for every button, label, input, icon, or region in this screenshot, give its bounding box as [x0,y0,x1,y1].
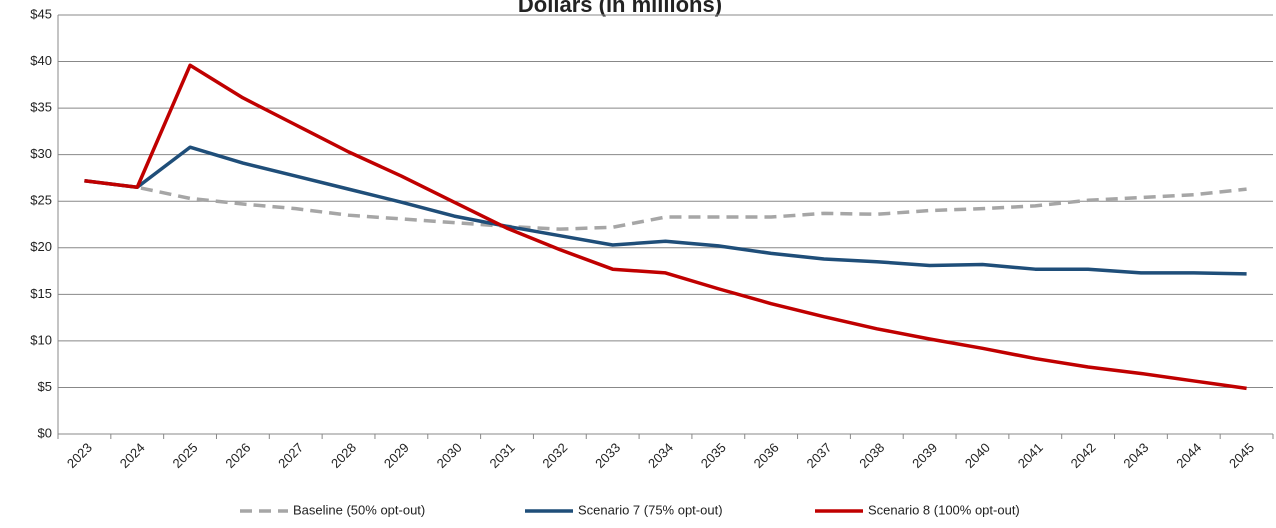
x-tick-label: 2045 [1226,440,1257,471]
y-tick-label: $40 [30,53,52,68]
y-tick-label: $0 [38,425,52,440]
x-tick-label: 2023 [64,440,95,471]
x-tick-label: 2040 [962,440,993,471]
x-tick-label: 2029 [381,440,412,471]
legend-label: Scenario 8 (100% opt-out) [868,502,1020,517]
chart-title: Dollars (in millions) [518,0,722,17]
x-tick-label: 2024 [117,440,148,471]
y-tick-label: $35 [30,100,52,115]
y-tick-label: $25 [30,193,52,208]
x-tick-label: 2044 [1173,440,1204,471]
x-tick-label: 2043 [1120,440,1151,471]
legend-label: Baseline (50% opt-out) [293,502,425,517]
series-line [84,145,1247,276]
x-tick-label: 2042 [1068,440,1099,471]
x-tick-label: 2041 [1015,440,1046,471]
x-tick-label: 2032 [539,440,570,471]
x-tick-label: 2027 [275,440,306,471]
series-line [84,63,1247,391]
y-tick-label: $5 [38,379,52,394]
x-tick-label: 2035 [698,440,729,471]
x-tick-label: 2026 [222,440,253,471]
x-tick-label: 2031 [487,440,518,471]
x-tick-label: 2033 [592,440,623,471]
y-tick-label: $45 [30,6,52,21]
y-tick-label: $30 [30,146,52,161]
x-tick-label: 2037 [803,440,834,471]
x-tick-label: 2025 [170,440,201,471]
x-tick-label: 2039 [909,440,940,471]
x-tick-label: 2038 [856,440,887,471]
x-tick-label: 2036 [751,440,782,471]
y-tick-label: $15 [30,286,52,301]
x-tick-label: 2030 [434,440,465,471]
y-tick-label: $20 [30,239,52,254]
x-tick-label: 2034 [645,440,676,471]
legend-label: Scenario 7 (75% opt-out) [578,502,723,517]
y-tick-label: $10 [30,332,52,347]
x-tick-label: 2028 [328,440,359,471]
series-line [84,179,1247,231]
